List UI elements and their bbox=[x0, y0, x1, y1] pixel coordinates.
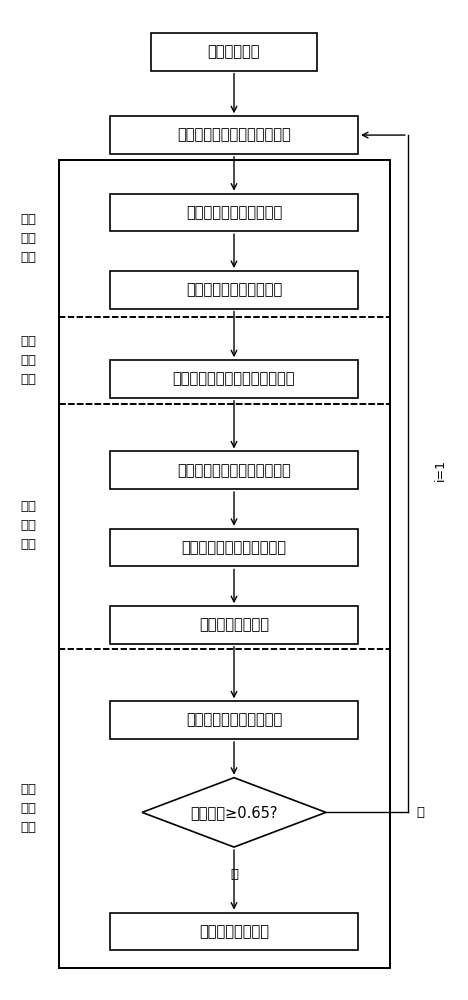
Bar bbox=[110, 913, 358, 950]
Bar bbox=[110, 271, 358, 309]
Text: 基于样本信号构造汉克尔矩阵: 基于样本信号构造汉克尔矩阵 bbox=[177, 128, 291, 143]
Bar bbox=[59, 317, 390, 404]
Text: 是: 是 bbox=[230, 868, 238, 881]
Text: 轴承微弱故障诊断: 轴承微弱故障诊断 bbox=[199, 924, 269, 939]
Text: i=1: i=1 bbox=[434, 459, 447, 481]
Bar bbox=[59, 160, 390, 968]
Polygon shape bbox=[142, 778, 326, 847]
Bar bbox=[151, 33, 317, 71]
Text: 频域
信号
去噪: 频域 信号 去噪 bbox=[20, 213, 36, 264]
Bar bbox=[110, 701, 358, 739]
Text: 频域
信号
解调: 频域 信号 解调 bbox=[20, 335, 36, 386]
Text: 计算汉克尔矩阵的功率谱: 计算汉克尔矩阵的功率谱 bbox=[186, 205, 282, 220]
Text: 特征
频率
提取: 特征 频率 提取 bbox=[20, 500, 36, 551]
Text: 结果
量化
评估: 结果 量化 评估 bbox=[20, 783, 36, 834]
Bar bbox=[59, 160, 390, 317]
Bar bbox=[59, 649, 390, 968]
Text: 时域信号的平方包络谱分析: 时域信号的平方包络谱分析 bbox=[182, 540, 286, 555]
Text: 平方包络谱归一化: 平方包络谱归一化 bbox=[199, 617, 269, 632]
Text: 功率谱融合得到重构信号: 功率谱融合得到重构信号 bbox=[186, 282, 282, 297]
Text: 转换解调信号到时域并归一化: 转换解调信号到时域并归一化 bbox=[177, 463, 291, 478]
Bar bbox=[110, 529, 358, 566]
Bar bbox=[110, 360, 358, 398]
Bar bbox=[59, 404, 390, 649]
Bar bbox=[110, 606, 358, 644]
Bar bbox=[110, 116, 358, 154]
Text: 原始振动信号: 原始振动信号 bbox=[208, 44, 260, 59]
Text: 基尼因子≥0.65?: 基尼因子≥0.65? bbox=[190, 805, 278, 820]
Bar bbox=[110, 451, 358, 489]
Text: 计算平方包络谱基尼因子: 计算平方包络谱基尼因子 bbox=[186, 713, 282, 728]
Bar bbox=[110, 194, 358, 231]
Text: 能量加权能量算子解调重构信号: 能量加权能量算子解调重构信号 bbox=[173, 372, 295, 387]
Text: 否: 否 bbox=[416, 806, 424, 819]
